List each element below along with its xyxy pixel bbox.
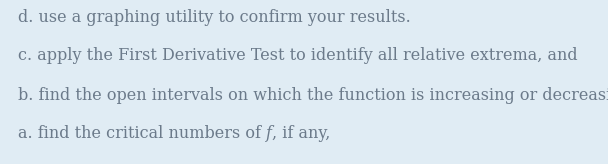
Text: a. find the critical numbers of: a. find the critical numbers of: [18, 125, 266, 142]
Text: b. find the open intervals on which the function is increasing or decreasing,: b. find the open intervals on which the …: [18, 87, 608, 104]
Text: , if any,: , if any,: [272, 125, 330, 142]
Text: f: f: [266, 125, 272, 142]
Text: c. apply the First Derivative Test to identify all relative extrema, and: c. apply the First Derivative Test to id…: [18, 47, 578, 64]
Text: d. use a graphing utility to confirm your results.: d. use a graphing utility to confirm you…: [18, 9, 411, 26]
